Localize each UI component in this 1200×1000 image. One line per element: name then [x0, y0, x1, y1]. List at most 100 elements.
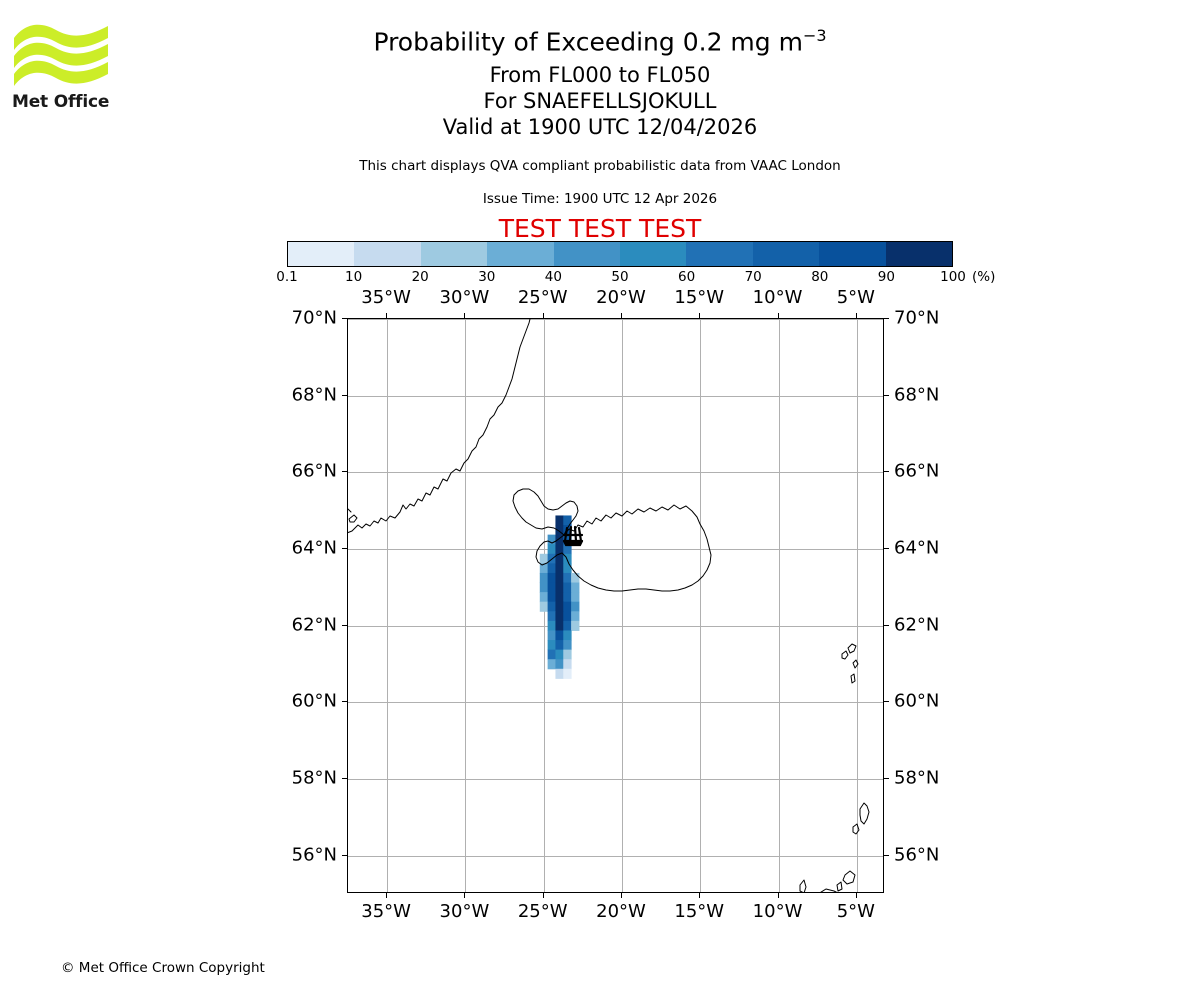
colorbar-tick-labels: 0.1 10 20 30 40 50 60 70 80 90 100 — [276, 269, 966, 287]
gridline-lon-10°W — [778, 319, 780, 892]
gridline-lat-58°N — [348, 779, 883, 780]
tick-lat-right — [884, 701, 889, 703]
tick-lon-bot — [386, 893, 388, 898]
lat-label-right-58°N: 58°N — [894, 767, 940, 789]
iceland-coastline — [535, 504, 712, 592]
colorbar-tick-70: 70 — [744, 269, 762, 285]
ash-cell — [563, 620, 572, 631]
lat-label-right-70°N: 70°N — [894, 307, 940, 329]
lon-label-top-35°W: 35°W — [361, 287, 411, 308]
copyright-notice: © Met Office Crown Copyright — [61, 960, 265, 976]
ash-cell — [539, 592, 549, 603]
met-office-logo-text: Met Office — [12, 92, 110, 112]
colorbar-tick-10: 10 — [345, 269, 363, 285]
ash-cell — [563, 563, 572, 574]
ash-cell — [563, 515, 572, 526]
ash-cell — [563, 601, 572, 612]
ash-cell — [563, 553, 572, 564]
lon-label-bottom-10°W: 10°W — [752, 901, 803, 922]
gridline-lat-66°N — [348, 472, 883, 474]
lat-label-left-58°N: 58°N — [291, 767, 337, 789]
tick-lat-left — [342, 854, 347, 856]
lat-label-left-64°N: 64°N — [291, 537, 337, 559]
faroe-islands-4 — [850, 673, 856, 684]
volcano-subtitle: For SNAEFELLSJOKULL — [483, 89, 717, 113]
gridline-lon-30°W — [465, 319, 467, 892]
tick-lon-bot — [855, 893, 857, 898]
volcano-marker-icon — [562, 525, 584, 547]
iceland-westfjords — [512, 488, 579, 536]
tick-lat-left — [342, 624, 347, 626]
lon-label-bottom-30°W: 30°W — [439, 901, 490, 922]
gridline-lon-20°W — [621, 319, 623, 892]
gridline-lon-15°W — [700, 319, 702, 892]
tick-lat-right — [884, 854, 889, 856]
ash-cell — [571, 572, 580, 584]
ash-cell — [563, 572, 572, 584]
flight-level-subtitle: From FL000 to FL050 — [489, 63, 711, 87]
map-plot-area — [347, 318, 884, 893]
lat-label-right-64°N: 64°N — [894, 537, 940, 559]
ash-cell — [555, 630, 564, 641]
qva-note: This chart displays QVA compliant probab… — [359, 158, 841, 174]
ash-cell — [571, 592, 580, 603]
ash-cell — [547, 572, 556, 584]
ash-cell — [547, 620, 556, 631]
issue-time: Issue Time: 1900 UTC 12 Apr 2026 — [482, 191, 718, 207]
ash-cell — [571, 611, 580, 622]
greenland-coastline — [348, 319, 531, 534]
lat-label-left-56°N: 56°N — [291, 844, 337, 866]
tick-lon-bot — [620, 893, 622, 898]
colorbar-band-7 — [752, 242, 820, 266]
lat-label-right-62°N: 62°N — [894, 614, 940, 636]
ash-cell — [563, 668, 572, 679]
ash-cell — [539, 601, 549, 612]
lat-label-right-56°N: 56°N — [894, 844, 940, 866]
lat-label-right-68°N: 68°N — [894, 384, 940, 406]
tick-lon-bot — [699, 893, 701, 898]
lon-label-top-5°W: 5°W — [836, 287, 875, 308]
colorbar-band-6 — [686, 242, 753, 266]
met-office-logo: Met Office — [12, 18, 122, 118]
ash-cell — [547, 640, 556, 651]
orkney-isles — [842, 870, 856, 885]
ash-cell — [555, 611, 564, 622]
gridline-lat-70°N — [348, 319, 883, 320]
colorbar-tick-90: 90 — [877, 269, 895, 285]
tick-lon-top — [699, 313, 701, 318]
colorbar-tick-0.1: 0.1 — [276, 269, 298, 285]
colorbar-band-8 — [819, 242, 886, 266]
tick-lat-left — [342, 548, 347, 549]
faroe-islands-3 — [852, 659, 859, 669]
ash-cell — [555, 525, 564, 536]
ash-cell — [571, 601, 580, 612]
ash-cell — [571, 582, 580, 593]
lon-label-bottom-35°W: 35°W — [361, 901, 411, 922]
tick-lon-bot — [464, 893, 466, 898]
gridline-lat-62°N — [348, 625, 883, 627]
tick-lat-right — [884, 548, 889, 549]
colorbar-band-2 — [420, 242, 488, 266]
tick-lat-right — [884, 394, 889, 396]
faroe-islands-2 — [841, 650, 849, 660]
tick-lon-top — [777, 313, 779, 318]
ash-cell — [563, 611, 572, 622]
ash-cell — [547, 659, 556, 670]
lon-label-top-10°W: 10°W — [752, 287, 803, 308]
lon-label-bottom-25°W: 25°W — [517, 901, 568, 922]
tick-lon-top — [620, 313, 622, 318]
ash-cell — [555, 544, 564, 555]
greenland-fjord-detail — [348, 514, 358, 523]
colorbar-tick-100: 100 — [940, 269, 966, 285]
ash-cell — [547, 563, 556, 574]
tick-lat-left — [342, 394, 347, 396]
lon-label-top-25°W: 25°W — [517, 287, 568, 308]
ash-cell — [547, 649, 556, 660]
lon-label-top-15°W: 15°W — [674, 287, 725, 308]
lat-label-right-66°N: 66°N — [894, 460, 940, 482]
lat-label-left-70°N: 70°N — [291, 307, 337, 329]
colorbar-band-9 — [885, 242, 953, 266]
colorbar-band-0 — [288, 242, 355, 266]
gridline-lon-35°W — [387, 319, 389, 892]
ash-cell — [555, 640, 564, 651]
